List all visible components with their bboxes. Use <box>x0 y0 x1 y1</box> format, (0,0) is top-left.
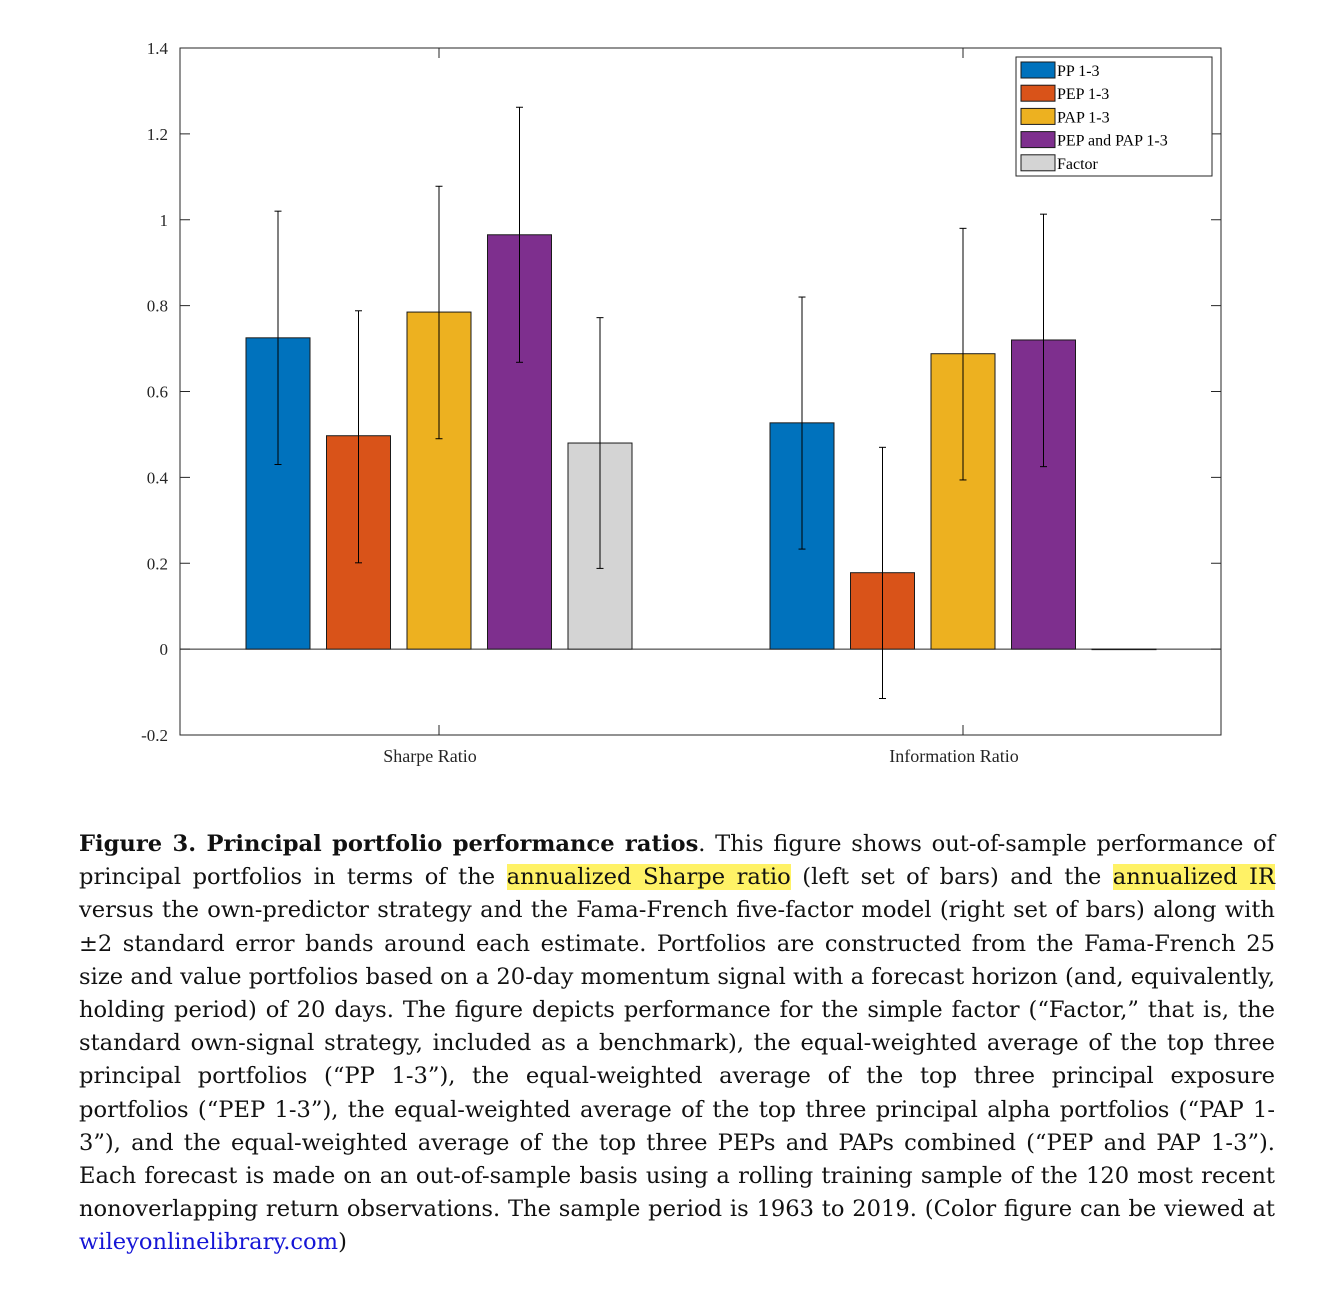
legend-swatch <box>1020 84 1056 102</box>
y-axis-ticks: -0.2 0 0.2 0.4 0.6 0.8 1 1.2 1.4 <box>141 39 1221 745</box>
y-tick-label: 0.8 <box>147 297 168 316</box>
figure-label: Figure 3. <box>79 831 197 857</box>
y-tick-label: 0.4 <box>147 468 169 487</box>
caption-text-2: (left set of bars) and the <box>790 864 1113 891</box>
y-tick-label: -0.2 <box>141 726 168 745</box>
x-category-label: Sharpe Ratio <box>383 746 476 766</box>
legend-swatch <box>1020 61 1056 79</box>
bars <box>245 234 1157 651</box>
y-tick-label: 1 <box>160 211 169 230</box>
caption-text-1: . This figure shows out-of-sample perfor… <box>79 831 1275 891</box>
legend-label: Factor <box>1057 156 1099 173</box>
legend-swatch <box>1020 154 1056 172</box>
y-tick-label: 1.4 <box>147 39 169 58</box>
legend-label: PP 1-3 <box>1057 63 1100 80</box>
caption-text-3: versus the own-predictor strategy and th… <box>79 897 1275 1223</box>
y-tick-label: 0 <box>160 640 169 659</box>
legend: PP 1-3 PEP 1-3 PAP 1-3 PEP and PAP 1-3 Facto… <box>1015 56 1213 177</box>
caption-text-4: ) <box>338 1229 347 1256</box>
highlight-annualized-ir: annualized IR <box>1112 864 1275 891</box>
error-bars <box>274 106 1047 700</box>
wiley-link[interactable]: wileyonlinelibrary.com <box>79 1229 339 1256</box>
highlight-sharpe-ratio: annualized Sharpe ratio <box>506 864 791 891</box>
y-tick-label: 0.2 <box>147 554 168 573</box>
legend-label: PAP 1-3 <box>1057 109 1110 126</box>
figure-title: Principal portfolio performance ratios <box>206 831 699 857</box>
legend-swatch <box>1020 107 1056 125</box>
legend-swatch <box>1020 131 1056 149</box>
legend-label: PEP 1-3 <box>1057 86 1109 103</box>
bar-chart: -0.2 0 0.2 0.4 0.6 0.8 1 1.2 1.4 Sharpe Ratio Inf… <box>141 39 1222 766</box>
x-axis-labels: Sharpe Ratio Information Ratio <box>383 48 1019 766</box>
y-tick-label: 1.2 <box>147 125 168 144</box>
y-tick-label: 0.6 <box>147 383 168 402</box>
bar <box>1091 648 1157 651</box>
figure-caption: Figure 3. Principal portfolio performanc… <box>79 828 1275 1260</box>
legend-label: PEP and PAP 1-3 <box>1057 133 1168 150</box>
x-category-label: Information Ratio <box>889 746 1018 766</box>
